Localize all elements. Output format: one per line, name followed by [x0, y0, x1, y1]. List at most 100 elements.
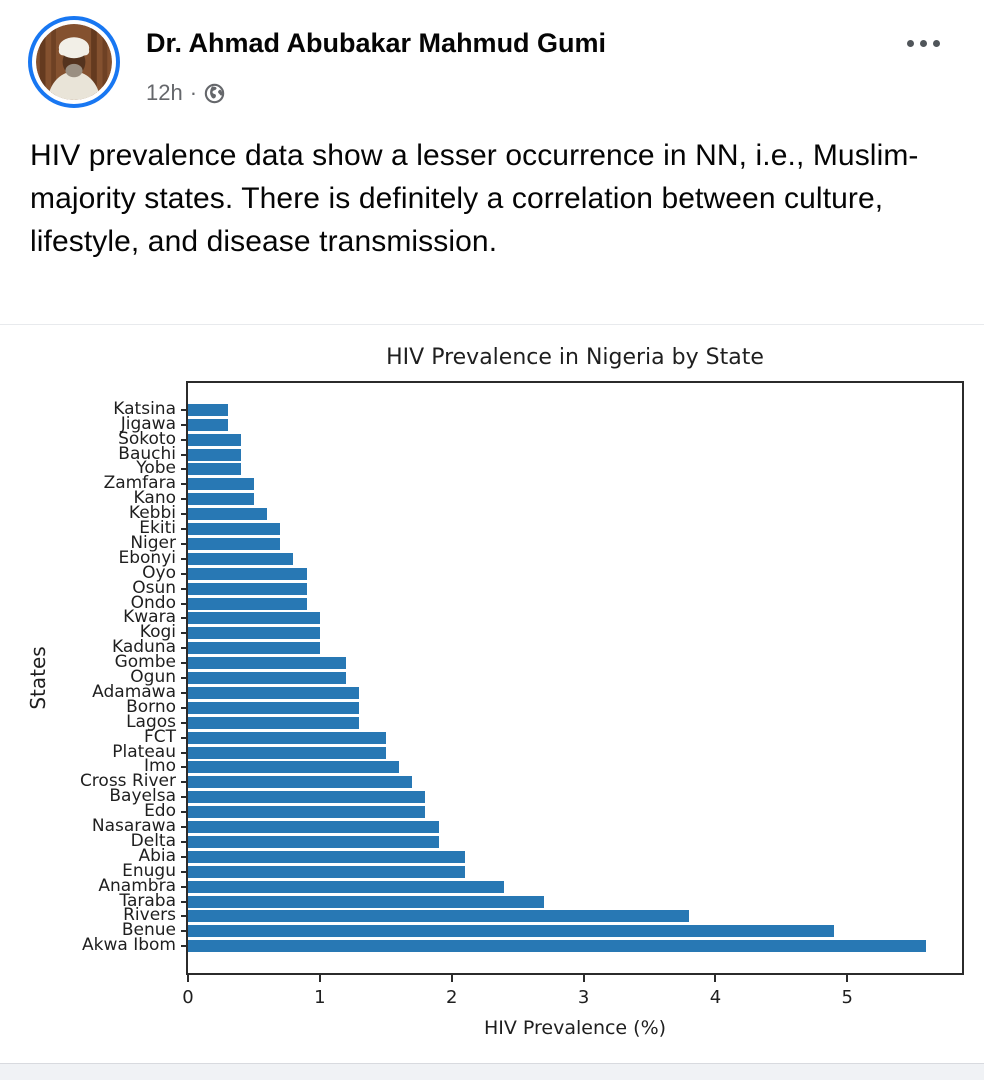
chart-bar	[188, 731, 386, 744]
y-axis-label: Benue	[121, 920, 176, 941]
y-axis-label: Abia	[138, 845, 176, 866]
y-tick	[181, 885, 188, 888]
y-tick	[181, 557, 188, 560]
chart-bar	[188, 418, 228, 431]
chart-bar	[188, 612, 320, 625]
y-tick	[181, 423, 188, 426]
y-axis-label: Akwa Ibom	[82, 935, 176, 956]
y-tick	[181, 662, 188, 665]
post-author-name[interactable]: Dr. Ahmad Abubakar Mahmud Gumi	[146, 28, 607, 58]
avatar-photo	[36, 24, 112, 100]
chart-bar	[188, 463, 241, 476]
y-tick	[181, 915, 188, 918]
y-axis-label: Kogi	[139, 622, 176, 643]
y-axis-label: Kwara	[123, 607, 176, 628]
y-axis-label: Kaduna	[111, 637, 176, 658]
chart-bar	[188, 776, 413, 789]
chart-bar	[188, 508, 268, 521]
chart-bar	[188, 523, 281, 535]
x-tick	[318, 975, 321, 982]
chart-bar	[188, 448, 241, 461]
y-tick	[181, 647, 188, 650]
chart-bar	[188, 582, 307, 595]
chart-bar	[188, 597, 307, 610]
y-axis-label: Taraba	[119, 890, 176, 911]
y-tick	[181, 513, 188, 516]
y-tick	[181, 483, 188, 486]
x-tick-label: 1	[314, 987, 326, 1008]
chart-bar	[188, 716, 360, 729]
chart-bar	[188, 850, 465, 863]
chart-bar	[188, 865, 465, 878]
y-tick	[181, 438, 188, 441]
y-tick	[181, 691, 188, 694]
y-axis-label: Lagos	[126, 711, 176, 732]
x-tick	[714, 975, 717, 982]
y-tick	[181, 811, 188, 814]
chart-bar	[188, 642, 320, 655]
image-divider	[0, 324, 984, 325]
chart-bar	[188, 880, 505, 893]
chart-bar	[188, 895, 544, 908]
y-axis-label: Plateau	[112, 741, 176, 762]
y-axis-label: Gombe	[114, 652, 176, 673]
y-axis-label: Adamawa	[92, 681, 176, 702]
globe-icon	[204, 83, 225, 103]
y-tick	[181, 900, 188, 903]
y-axis-label: Zamfara	[103, 473, 176, 494]
y-axis-label: Niger	[130, 532, 176, 553]
y-tick	[181, 870, 188, 873]
y-tick	[181, 751, 188, 754]
y-axis-label: Rivers	[123, 905, 176, 926]
chart-bar	[188, 403, 228, 416]
chart-bar	[188, 552, 294, 565]
post-timestamp[interactable]: 12h	[146, 80, 183, 105]
y-axis-label: FCT	[143, 726, 176, 747]
avatar[interactable]	[28, 16, 120, 108]
post-menu-button[interactable]	[901, 34, 946, 53]
y-axis-label: Enugu	[122, 860, 176, 881]
y-tick	[181, 602, 188, 605]
y-tick	[181, 840, 188, 843]
chart-bar	[188, 537, 281, 550]
y-axis-label: Kano	[133, 488, 176, 509]
y-axis-label: Sokoto	[118, 428, 176, 449]
chart-bar	[188, 746, 386, 759]
y-tick	[181, 572, 188, 575]
y-axis-label: Yobe	[136, 458, 176, 479]
y-axis-label: Kebbi	[128, 503, 176, 524]
y-axis-label: Oyo	[142, 562, 176, 583]
y-axis-label: Ekiti	[139, 518, 176, 538]
ellipsis-dot	[920, 40, 927, 47]
x-tick	[582, 975, 585, 982]
y-tick	[181, 706, 188, 709]
y-axis-label: Ogun	[130, 667, 176, 687]
y-tick	[181, 945, 188, 948]
chart-bar	[188, 910, 690, 923]
post-meta: 12h ·	[146, 80, 225, 106]
x-tick-label: 2	[445, 987, 458, 1008]
ellipsis-dot	[907, 40, 914, 47]
chart-figure[interactable]: HIV Prevalence in Nigeria by State HIV P…	[0, 325, 984, 1063]
y-axis-label: Nasarawa	[91, 816, 176, 836]
y-tick	[181, 677, 188, 679]
chart-bar	[188, 672, 347, 684]
chart-bar	[188, 567, 307, 580]
post-header: Dr. Ahmad Abubakar Mahmud Gumi 12h ·	[0, 0, 984, 120]
y-axis-label: Bayelsa	[109, 786, 176, 807]
y-axis-label: Cross River	[79, 771, 176, 792]
y-axis-label: Ebonyi	[118, 547, 177, 568]
x-tick	[450, 975, 453, 982]
y-axis-label: Bauchi	[118, 443, 176, 464]
y-tick	[181, 542, 188, 545]
chart-bar	[188, 493, 254, 506]
y-tick	[181, 617, 188, 620]
y-tick	[181, 528, 188, 530]
x-tick-label: 3	[577, 987, 590, 1008]
y-axis-label: Edo	[144, 801, 176, 822]
y-axis-label: Anambra	[98, 875, 176, 896]
post-body-text: HIV prevalence data show a lesser occurr…	[30, 139, 919, 258]
meta-separator: ·	[189, 80, 198, 105]
chart-bar	[188, 806, 426, 819]
y-tick	[181, 781, 188, 784]
